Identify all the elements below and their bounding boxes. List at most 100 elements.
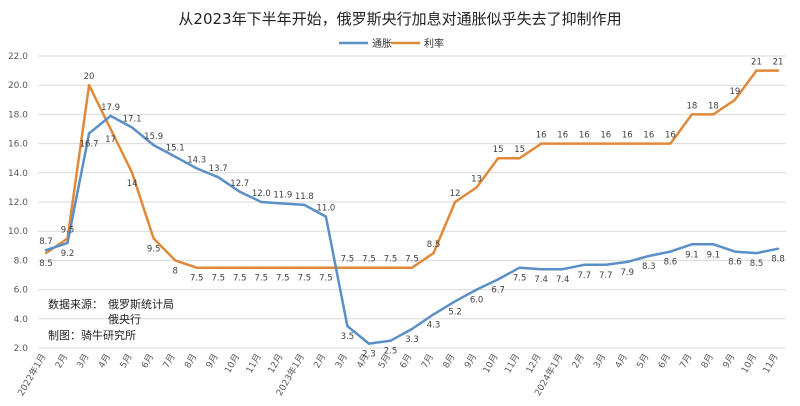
data-label-rate: 21 [773,58,784,68]
data-label-rate: 9.5 [61,226,75,236]
y-tick-label: 6.0 [14,286,29,296]
data-label-rate: 18 [708,101,719,111]
data-label-rate: 12 [450,189,461,199]
data-point-inflation [367,342,371,345]
data-label-rate: 9.5 [147,245,161,255]
y-tick-label: 10.0 [8,227,28,237]
data-label-inflation: 15.1 [166,144,185,154]
data-point-rate [475,186,478,189]
data-point-rate [130,171,134,174]
data-point-inflation [66,241,69,245]
data-point-inflation [776,247,780,250]
data-label-rate: 7.5 [341,255,355,265]
data-label-rate: 8.5 [427,240,441,250]
data-point-rate [238,266,241,269]
data-label-rate: 16 [579,131,590,141]
data-label-inflation: 11.8 [295,192,314,202]
data-point-inflation [44,248,48,252]
data-label-inflation: 8.6 [728,258,742,268]
data-point-inflation [238,190,241,193]
data-label-rate: 7.5 [405,255,419,265]
data-point-rate [324,266,328,269]
data-point-rate [539,142,543,145]
data-label-rate: 17 [105,135,116,145]
data-label-inflation: 6.0 [470,296,484,306]
data-point-rate [303,266,306,269]
data-point-rate [432,251,435,255]
data-point-inflation [583,263,586,266]
data-label-inflation: 7.4 [556,275,570,285]
data-point-inflation [87,132,91,135]
data-label-rate: 20 [84,72,95,82]
data-label-inflation: 8.7 [39,237,53,247]
data-point-rate [173,259,177,262]
data-point-rate [647,142,651,145]
y-tick-label: 20.0 [8,81,28,91]
data-label-rate: 14 [127,179,138,189]
data-label-inflation: 8.8 [771,255,785,265]
data-label-inflation: 13.7 [209,164,228,174]
data-point-inflation [324,215,328,218]
data-label-inflation: 16.7 [80,139,99,149]
data-point-rate [195,266,198,269]
data-label-inflation: 7.4 [534,275,548,285]
data-label-rate: 7.5 [255,274,269,284]
data-point-rate [346,266,349,269]
data-point-rate [690,113,694,116]
data-label-rate: 7.5 [362,255,376,265]
data-point-rate [152,237,155,240]
data-label-rate: 8 [172,266,177,276]
data-point-rate [260,266,263,269]
y-tick-label: 16.0 [8,140,28,150]
data-point-rate [669,142,672,145]
data-label-inflation: 7.7 [577,271,591,281]
source-rosstat: 俄罗斯统计局 [108,298,174,311]
y-tick-label: 8.0 [14,256,29,266]
data-point-rate [496,157,500,160]
data-label-rate: 21 [751,58,762,68]
data-point-inflation [410,327,414,331]
data-label-inflation: 7.7 [599,271,613,281]
data-point-rate [109,127,112,131]
data-label-inflation: 17.9 [101,103,120,113]
data-point-inflation [669,250,672,253]
data-point-rate [367,266,371,269]
data-point-rate [626,142,629,145]
data-label-inflation: 3.5 [341,332,355,342]
source-label: 数据来源： [48,297,103,311]
data-label-inflation: 8.3 [642,262,656,272]
data-point-inflation [453,300,457,303]
data-label-rate: 16 [665,131,676,141]
data-label-rate: 7.5 [276,274,290,284]
y-axis-ticks: 2.0 4.0 6.0 8.0 10.0 12.0 14.0 16.0 18.0 20.0 22.0 [8,52,28,354]
y-tick-label: 2.0 [14,344,29,354]
data-point-rate [410,266,414,269]
data-point-rate [518,157,521,160]
data-point-inflation [518,266,521,269]
data-label-inflation: 3.3 [405,335,419,345]
data-point-inflation [496,278,500,281]
data-label-inflation: 7.5 [513,274,527,284]
y-tick-label: 22.0 [8,52,28,62]
data-label-rate: 7.5 [190,274,204,284]
data-label-rate: 15 [493,145,504,155]
data-label-inflation: 4.3 [427,320,441,330]
series-lines [44,69,780,345]
data-point-inflation [647,254,651,258]
data-label-inflation: 15.9 [144,132,163,142]
data-label-inflation: 9.2 [61,249,75,259]
y-tick-label: 4.0 [14,315,29,325]
data-point-inflation [626,260,629,264]
data-label-rate: 19 [730,87,741,97]
data-point-inflation [346,324,349,328]
data-label-inflation: 11.0 [316,204,335,214]
data-point-rate [776,69,780,72]
data-label-rate: 7.5 [211,274,225,284]
data-point-rate [281,266,285,269]
data-label-inflation: 14.3 [187,155,206,165]
data-point-inflation [173,155,177,158]
data-point-inflation [281,202,285,205]
data-point-inflation [260,200,263,204]
data-label-inflation: 6.7 [491,285,505,295]
